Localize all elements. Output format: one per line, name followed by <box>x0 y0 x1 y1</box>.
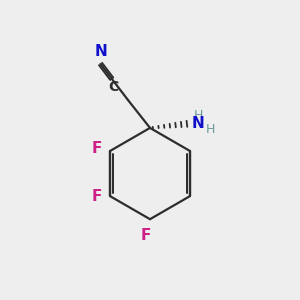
Text: N: N <box>94 44 107 59</box>
Text: F: F <box>92 189 102 204</box>
Text: H: H <box>206 124 215 136</box>
Text: H: H <box>193 109 203 122</box>
Text: F: F <box>92 141 102 156</box>
Text: N: N <box>192 116 205 131</box>
Text: F: F <box>140 228 151 243</box>
Text: C: C <box>109 80 119 94</box>
